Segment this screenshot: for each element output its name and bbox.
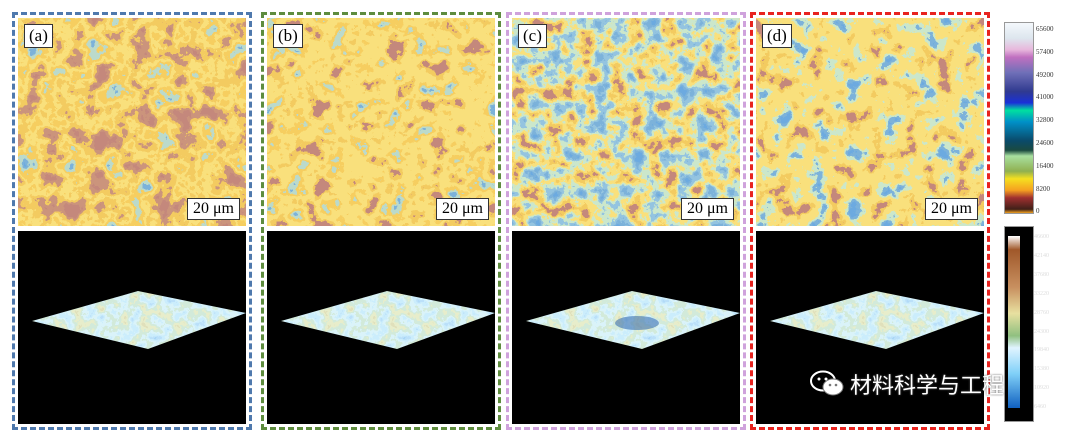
scale-bar: 20 μm: [186, 198, 240, 220]
surface-depression: [615, 316, 659, 330]
surface-map-3d: [512, 231, 740, 424]
colorbar-top-tick: 57400: [1036, 47, 1054, 56]
surface-map-2d: (d) 20 μm: [756, 18, 984, 226]
panel-b: (b) 20 μm: [261, 12, 501, 430]
colorbar-bottom-gradient: [1008, 236, 1020, 408]
colorbar-bottom-tick: 15380: [1034, 366, 1049, 373]
panel-a: (a) 20 μm: [12, 12, 252, 430]
surface-map-2d: (c) 20 μm: [512, 18, 740, 226]
watermark-text: 材料科学与工程: [850, 374, 1005, 399]
panel-label: (d): [762, 24, 792, 48]
colorbar-bottom-tick: 19840: [1034, 347, 1049, 354]
colorbar-top-tick: 24600: [1036, 139, 1054, 147]
colorbar-top-tick: 0: [1036, 207, 1040, 216]
colorbar-top-tick: 65600: [1036, 25, 1054, 33]
colorbar-bottom-tick: 28760: [1034, 309, 1049, 316]
colorbar-top-tick: 49200: [1036, 70, 1054, 79]
panel-d: (d) 20 μm: [750, 12, 990, 430]
watermark: 材料科学与工程: [810, 368, 1004, 400]
colorbar-bottom-tick: 46600: [1034, 234, 1049, 240]
colorbar-top-tick: 32800: [1036, 116, 1054, 125]
colorbar-top-tick: 41000: [1036, 93, 1054, 102]
surface-map-2d: (a) 20 μm: [18, 18, 246, 226]
surface-map-3d: [267, 231, 495, 424]
scale-bar: 20 μm: [435, 198, 489, 220]
colorbar-top: [1004, 22, 1034, 214]
colorbar-bottom-tick: 33220: [1034, 290, 1049, 297]
colorbar-top-tick: 8200: [1036, 184, 1050, 193]
colorbar-bottom-tick: 37680: [1034, 271, 1049, 278]
wechat-icon: [810, 370, 844, 396]
colorbar-bottom-tick: 42140: [1034, 252, 1049, 259]
scale-bar-label: 20 μm: [441, 200, 483, 217]
panel-label: (c): [518, 24, 547, 48]
surface-map-3d: [756, 231, 984, 424]
panel-label: (a): [24, 24, 53, 48]
scale-bar-label: 20 μm: [930, 200, 972, 217]
colorbar-bottom-tick: 6460: [1034, 404, 1046, 411]
scale-bar: 20 μm: [924, 198, 978, 220]
surface-map-2d: (b) 20 μm: [267, 18, 495, 226]
panel-label: (b): [273, 24, 303, 48]
scale-bar-label: 20 μm: [192, 200, 234, 217]
colorbar-bottom-tick: 10920: [1034, 385, 1049, 392]
surface-map-3d: [18, 231, 246, 424]
colorbar-top-tick: 16400: [1036, 161, 1054, 170]
colorbar-bottom-tick: 24300: [1034, 328, 1049, 335]
panel-c: (c) 20 μm: [506, 12, 746, 430]
scale-bar-label: 20 μm: [686, 200, 728, 217]
scale-bar: 20 μm: [680, 198, 734, 220]
